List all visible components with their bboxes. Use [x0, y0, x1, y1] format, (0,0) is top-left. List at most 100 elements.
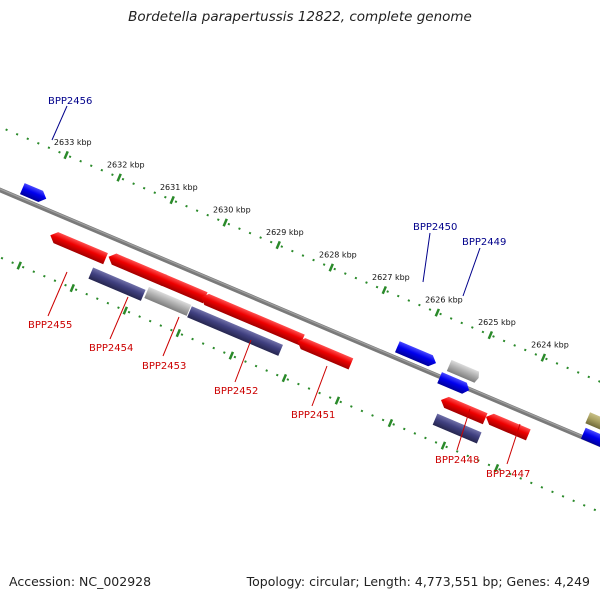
gene-labels: BPP2456 BPP2450 BPP2449 BPP2455 BPP2454 … — [28, 96, 530, 480]
ruler-dot — [318, 391, 321, 395]
ruler-dot — [350, 405, 353, 408]
label-bpp2447[interactable]: BPP2447 — [486, 469, 530, 480]
ruler-dot — [153, 191, 157, 194]
ruler-dot — [407, 299, 411, 302]
ruler-dot — [89, 164, 93, 168]
ruler-dot — [106, 301, 110, 305]
ruler-dot — [333, 267, 337, 271]
label-bpp2449[interactable]: BPP2449 — [462, 237, 506, 248]
ruler-dot — [466, 454, 470, 458]
tick-label: 2626 kbp — [425, 296, 463, 305]
ruler-major-tick — [169, 195, 175, 205]
gene-blue-edge[interactable] — [580, 427, 600, 460]
label-bpp2450[interactable]: BPP2450 — [413, 222, 457, 233]
ruler-dot — [502, 339, 506, 343]
ruler-dot — [424, 436, 427, 440]
tick-label: 2633 kbp — [54, 138, 92, 147]
ruler-major-tick — [334, 396, 341, 405]
ruler-major-tick — [63, 150, 69, 160]
ruler-dot — [434, 441, 438, 444]
ruler-dot — [174, 200, 178, 203]
ruler-dot — [523, 348, 527, 352]
label-bpp2452[interactable]: BPP2452 — [214, 386, 258, 397]
ruler-dot — [248, 231, 252, 235]
ruler-major-tick — [222, 218, 228, 227]
ruler-dot — [492, 335, 495, 338]
ruler-dot — [445, 445, 448, 449]
gene-bpp2448[interactable] — [439, 394, 488, 425]
ruler-dot — [392, 423, 395, 426]
ruler-dot — [455, 450, 459, 453]
gene-bpp2456[interactable] — [19, 183, 49, 204]
tick-label: 2630 kbp — [213, 205, 251, 214]
ruler-major-tick — [440, 441, 447, 450]
ruler-dot — [68, 155, 72, 159]
ruler-dot — [360, 409, 364, 413]
ruler-dot — [0, 256, 4, 260]
label-bpp2453[interactable]: BPP2453 — [142, 361, 186, 372]
tick-label: 2624 kbp — [531, 341, 569, 350]
gene-bpp2453-grey[interactable] — [144, 286, 192, 316]
label-bpp2456[interactable]: BPP2456 — [48, 96, 92, 107]
gene-bpp2450-grey[interactable] — [446, 359, 481, 384]
label-bpp2451[interactable]: BPP2451 — [291, 410, 335, 421]
genome-summary: Topology: circular; Length: 4,773,551 bp… — [246, 574, 590, 589]
ruler-dot — [222, 351, 226, 354]
ruler-dot — [418, 303, 421, 307]
ruler-dot — [47, 146, 51, 150]
gene-bpp2448-navy[interactable] — [432, 413, 482, 444]
ruler-dot — [545, 357, 548, 361]
ruler-major-tick — [487, 330, 494, 340]
ruler-dot — [216, 218, 220, 221]
gene-bpp2454[interactable] — [106, 251, 168, 287]
ruler-major-tick — [281, 373, 288, 383]
gene-bpp2449[interactable] — [437, 372, 471, 396]
gene-bpp2451[interactable] — [295, 336, 354, 370]
ruler-dot — [439, 312, 442, 316]
gene-bpp2453-red[interactable] — [155, 272, 208, 304]
ruler-dot — [328, 396, 332, 399]
gene-bpp2447[interactable] — [484, 411, 531, 441]
ruler-dot — [132, 182, 135, 186]
ruler-dot — [498, 468, 501, 471]
ruler-dot — [598, 380, 600, 383]
ruler-dot — [402, 427, 406, 431]
ruler-dot — [212, 346, 216, 350]
ruler-dot — [477, 459, 480, 462]
ruler-major-tick — [493, 463, 500, 473]
tick-label: 2625 kbp — [478, 318, 516, 327]
ruler-dot — [201, 342, 205, 345]
ruler-dot — [396, 294, 400, 298]
label-bpp2448[interactable]: BPP2448 — [435, 455, 479, 466]
gene-bpp2455[interactable] — [48, 230, 108, 265]
genome-backbone — [0, 180, 600, 474]
ruler-dot — [471, 326, 474, 329]
gene-bpp2450[interactable] — [395, 341, 438, 368]
ruler-dot — [233, 355, 237, 359]
ruler-dot — [170, 328, 173, 332]
label-bpp2455[interactable]: BPP2455 — [28, 320, 72, 331]
ruler-dot — [487, 463, 491, 467]
gene-olive-edge[interactable] — [585, 412, 600, 445]
gene-bpp2454-navy[interactable] — [88, 267, 146, 301]
tick-label: 2627 kbp — [372, 273, 410, 282]
gene-bpp2452-red[interactable] — [199, 292, 305, 346]
label-bpp2454[interactable]: BPP2454 — [89, 343, 133, 354]
ruler-dot — [275, 373, 279, 377]
ruler-dot — [301, 254, 305, 257]
ruler-dot — [381, 418, 385, 422]
ruler-major-tick — [275, 240, 281, 250]
ruler-major-tick — [228, 351, 235, 360]
gene-bpp2452-navy[interactable] — [187, 306, 283, 356]
ruler-dot — [460, 321, 464, 325]
ruler-dot — [227, 222, 231, 226]
ruler-major-tick — [16, 261, 22, 270]
ruler-dot — [561, 495, 565, 498]
ruler-dot — [85, 292, 89, 296]
ruler-track-top — [5, 128, 600, 383]
ruler-dot — [375, 285, 379, 289]
ruler-major-tick — [387, 418, 394, 428]
ruler-dot — [95, 297, 99, 300]
ruler-track-bottom — [0, 256, 597, 512]
